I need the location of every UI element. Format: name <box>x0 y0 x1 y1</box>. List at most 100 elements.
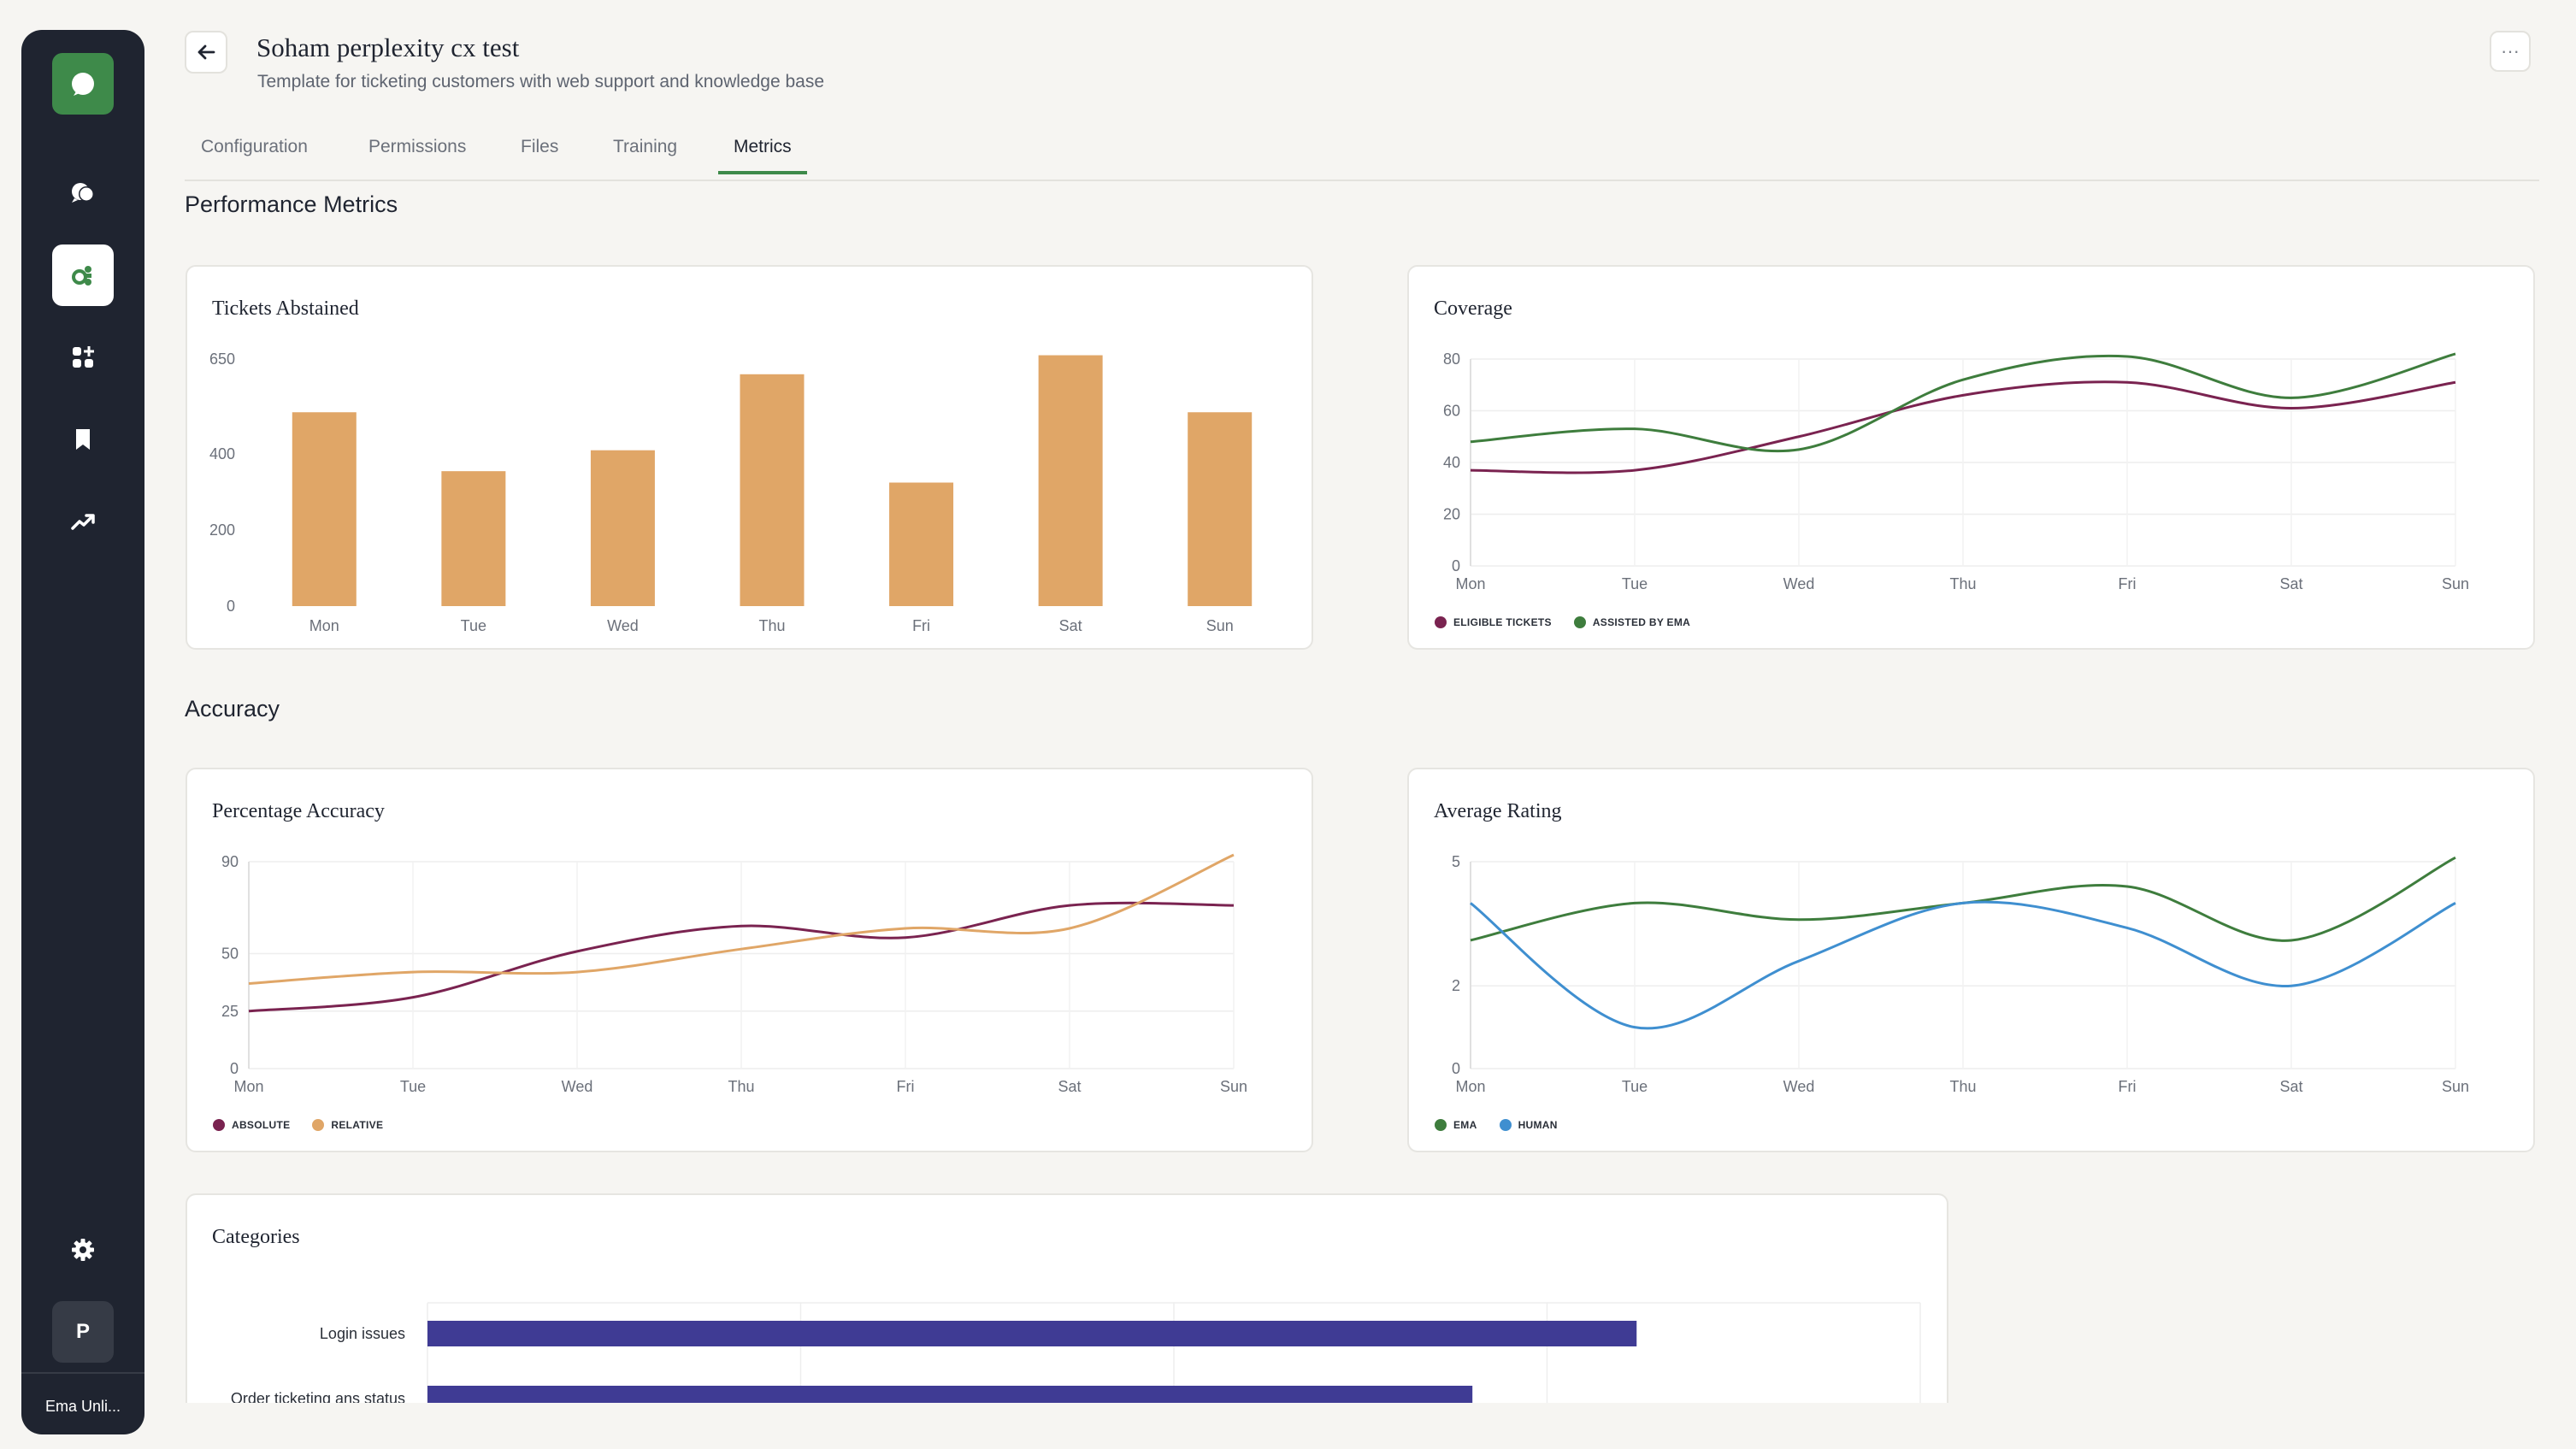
x-tick-label: Thu <box>728 1078 754 1095</box>
legend-dot <box>213 1119 225 1131</box>
tab-configuration[interactable]: Configuration <box>201 137 308 156</box>
tab-files[interactable]: Files <box>521 137 559 156</box>
bar <box>1038 355 1103 606</box>
more-horizontal-icon: ··· <box>2501 40 2520 62</box>
chart-title: Tickets Abstained <box>212 297 359 320</box>
sidebar: P Ema Unli... <box>21 30 144 1434</box>
tab-training[interactable]: Training <box>613 137 678 156</box>
legend-dot <box>312 1119 325 1131</box>
coverage-card: Coverage 80 60 40 20 0 Mon Tue Wed Thu Fri Sat Sun … <box>1407 265 2535 650</box>
chat-bubbles-icon <box>72 183 94 203</box>
tickets-abstained-chart: 650 400 200 0 Mon Tue Wed Thu Fri Sat Sun <box>209 350 1253 634</box>
category-label: Login issues <box>320 1325 405 1342</box>
tickets-abstained-card: Tickets Abstained 650 400 200 0 Mon Tue Wed Thu… <box>186 265 1313 650</box>
legend-label: ASSISTED BY EMA <box>1592 616 1691 628</box>
sidebar-item-chats[interactable] <box>52 162 114 224</box>
x-tick-label: Tue <box>400 1078 426 1095</box>
y-tick-label: 650 <box>209 350 235 368</box>
workspace-name[interactable]: Ema Unli... <box>44 1398 121 1415</box>
x-tick-label: Wed <box>607 617 639 634</box>
app-logo[interactable] <box>52 53 114 115</box>
rating-legend: EMA HUMAN <box>1435 1119 1558 1131</box>
legend-label: ELIGIBLE TICKETS <box>1453 616 1552 628</box>
bar <box>590 450 655 606</box>
section-performance-metrics: Performance Metrics <box>185 191 398 217</box>
x-tick-label: Tue <box>1622 1078 1648 1095</box>
bar <box>1188 412 1253 606</box>
categories-chart: Login issues Order ticketing ans status <box>231 1302 1921 1403</box>
accuracy-legend: ABSOLUTE RELATIVE <box>213 1119 383 1131</box>
sidebar-item-apps[interactable] <box>52 327 114 388</box>
x-tick-label: Thu <box>1949 1078 1976 1095</box>
coverage-legend: ELIGIBLE TICKETS ASSISTED BY EMA <box>1435 616 1690 628</box>
x-tick-label: Sat <box>2279 1078 2302 1095</box>
chart-title: Percentage Accuracy <box>212 800 385 822</box>
apps-add-icon <box>73 346 94 368</box>
more-options-button[interactable]: ··· <box>2490 31 2531 72</box>
y-tick-label: 0 <box>230 1060 239 1077</box>
x-tick-label: Fri <box>2119 575 2137 592</box>
x-tick-label: Sat <box>1059 617 1082 634</box>
legend-dot <box>1435 1119 1447 1131</box>
x-tick-label: Sun <box>2442 575 2469 592</box>
y-tick-label: 400 <box>209 445 235 462</box>
sidebar-settings[interactable] <box>52 1219 114 1281</box>
legend-item: ABSOLUTE <box>213 1119 290 1131</box>
percentage-accuracy-card: Percentage Accuracy 90 50 25 0 Mon Tue Wed Thu F… <box>186 768 1313 1152</box>
category-bar <box>427 1386 1473 1403</box>
bookmark-icon <box>76 429 90 450</box>
categories-card: Categories Login issues Order ticketing a… <box>186 1193 1948 1403</box>
legend-label: RELATIVE <box>331 1119 384 1131</box>
series-line <box>1470 900 2456 1030</box>
tab-permissions[interactable]: Permissions <box>368 137 467 156</box>
sidebar-item-agents[interactable] <box>52 244 114 306</box>
y-tick-label: 0 <box>1452 557 1460 574</box>
x-tick-label: Thu <box>1949 575 1976 592</box>
arrow-left-icon <box>197 44 215 60</box>
sidebar-item-saved[interactable] <box>52 409 114 470</box>
logo-icon <box>72 73 94 96</box>
series-line <box>248 853 1235 986</box>
x-tick-label: Sat <box>1058 1078 1081 1095</box>
section-accuracy: Accuracy <box>185 696 280 722</box>
bar <box>740 374 805 606</box>
legend-item: ASSISTED BY EMA <box>1573 616 1691 628</box>
bar <box>889 482 954 606</box>
x-tick-label: Tue <box>1622 575 1648 592</box>
x-tick-label: Mon <box>233 1078 263 1095</box>
tab-metrics[interactable]: Metrics <box>718 137 807 174</box>
x-tick-label: Fri <box>2119 1078 2137 1095</box>
legend-label: ABSOLUTE <box>232 1119 291 1131</box>
y-tick-label: 60 <box>1443 403 1460 420</box>
legend-dot <box>1499 1119 1512 1131</box>
series-line <box>1470 352 2456 453</box>
page-subtitle: Template for ticketing customers with we… <box>257 72 825 91</box>
sidebar-item-analytics[interactable] <box>52 491 114 552</box>
x-tick-label: Thu <box>758 617 785 634</box>
x-tick-label: Wed <box>1783 1078 1815 1095</box>
legend-label: EMA <box>1453 1119 1477 1131</box>
legend-label: HUMAN <box>1518 1119 1558 1131</box>
series-line <box>1470 380 2456 474</box>
y-tick-label: 0 <box>227 598 235 615</box>
gear-icon <box>72 1239 94 1261</box>
user-avatar[interactable]: P <box>52 1301 114 1363</box>
page-title: Soham perplexity cx test <box>256 32 520 62</box>
tab-bar: Configuration Permissions Files Training… <box>185 128 2539 181</box>
y-tick-label: 25 <box>221 1003 239 1020</box>
category-label: Order ticketing ans status <box>231 1390 405 1403</box>
back-button[interactable] <box>185 31 227 74</box>
x-tick-label: Mon <box>309 617 339 634</box>
legend-item: HUMAN <box>1499 1119 1558 1131</box>
sidebar-divider <box>21 1372 144 1374</box>
y-tick-label: 50 <box>221 945 239 963</box>
x-tick-label: Mon <box>1455 575 1485 592</box>
x-tick-label: Wed <box>1783 575 1815 592</box>
y-tick-label: 0 <box>1452 1060 1460 1077</box>
agent-settings-icon <box>72 266 91 286</box>
y-tick-label: 90 <box>221 853 239 870</box>
legend-dot <box>1435 616 1447 628</box>
